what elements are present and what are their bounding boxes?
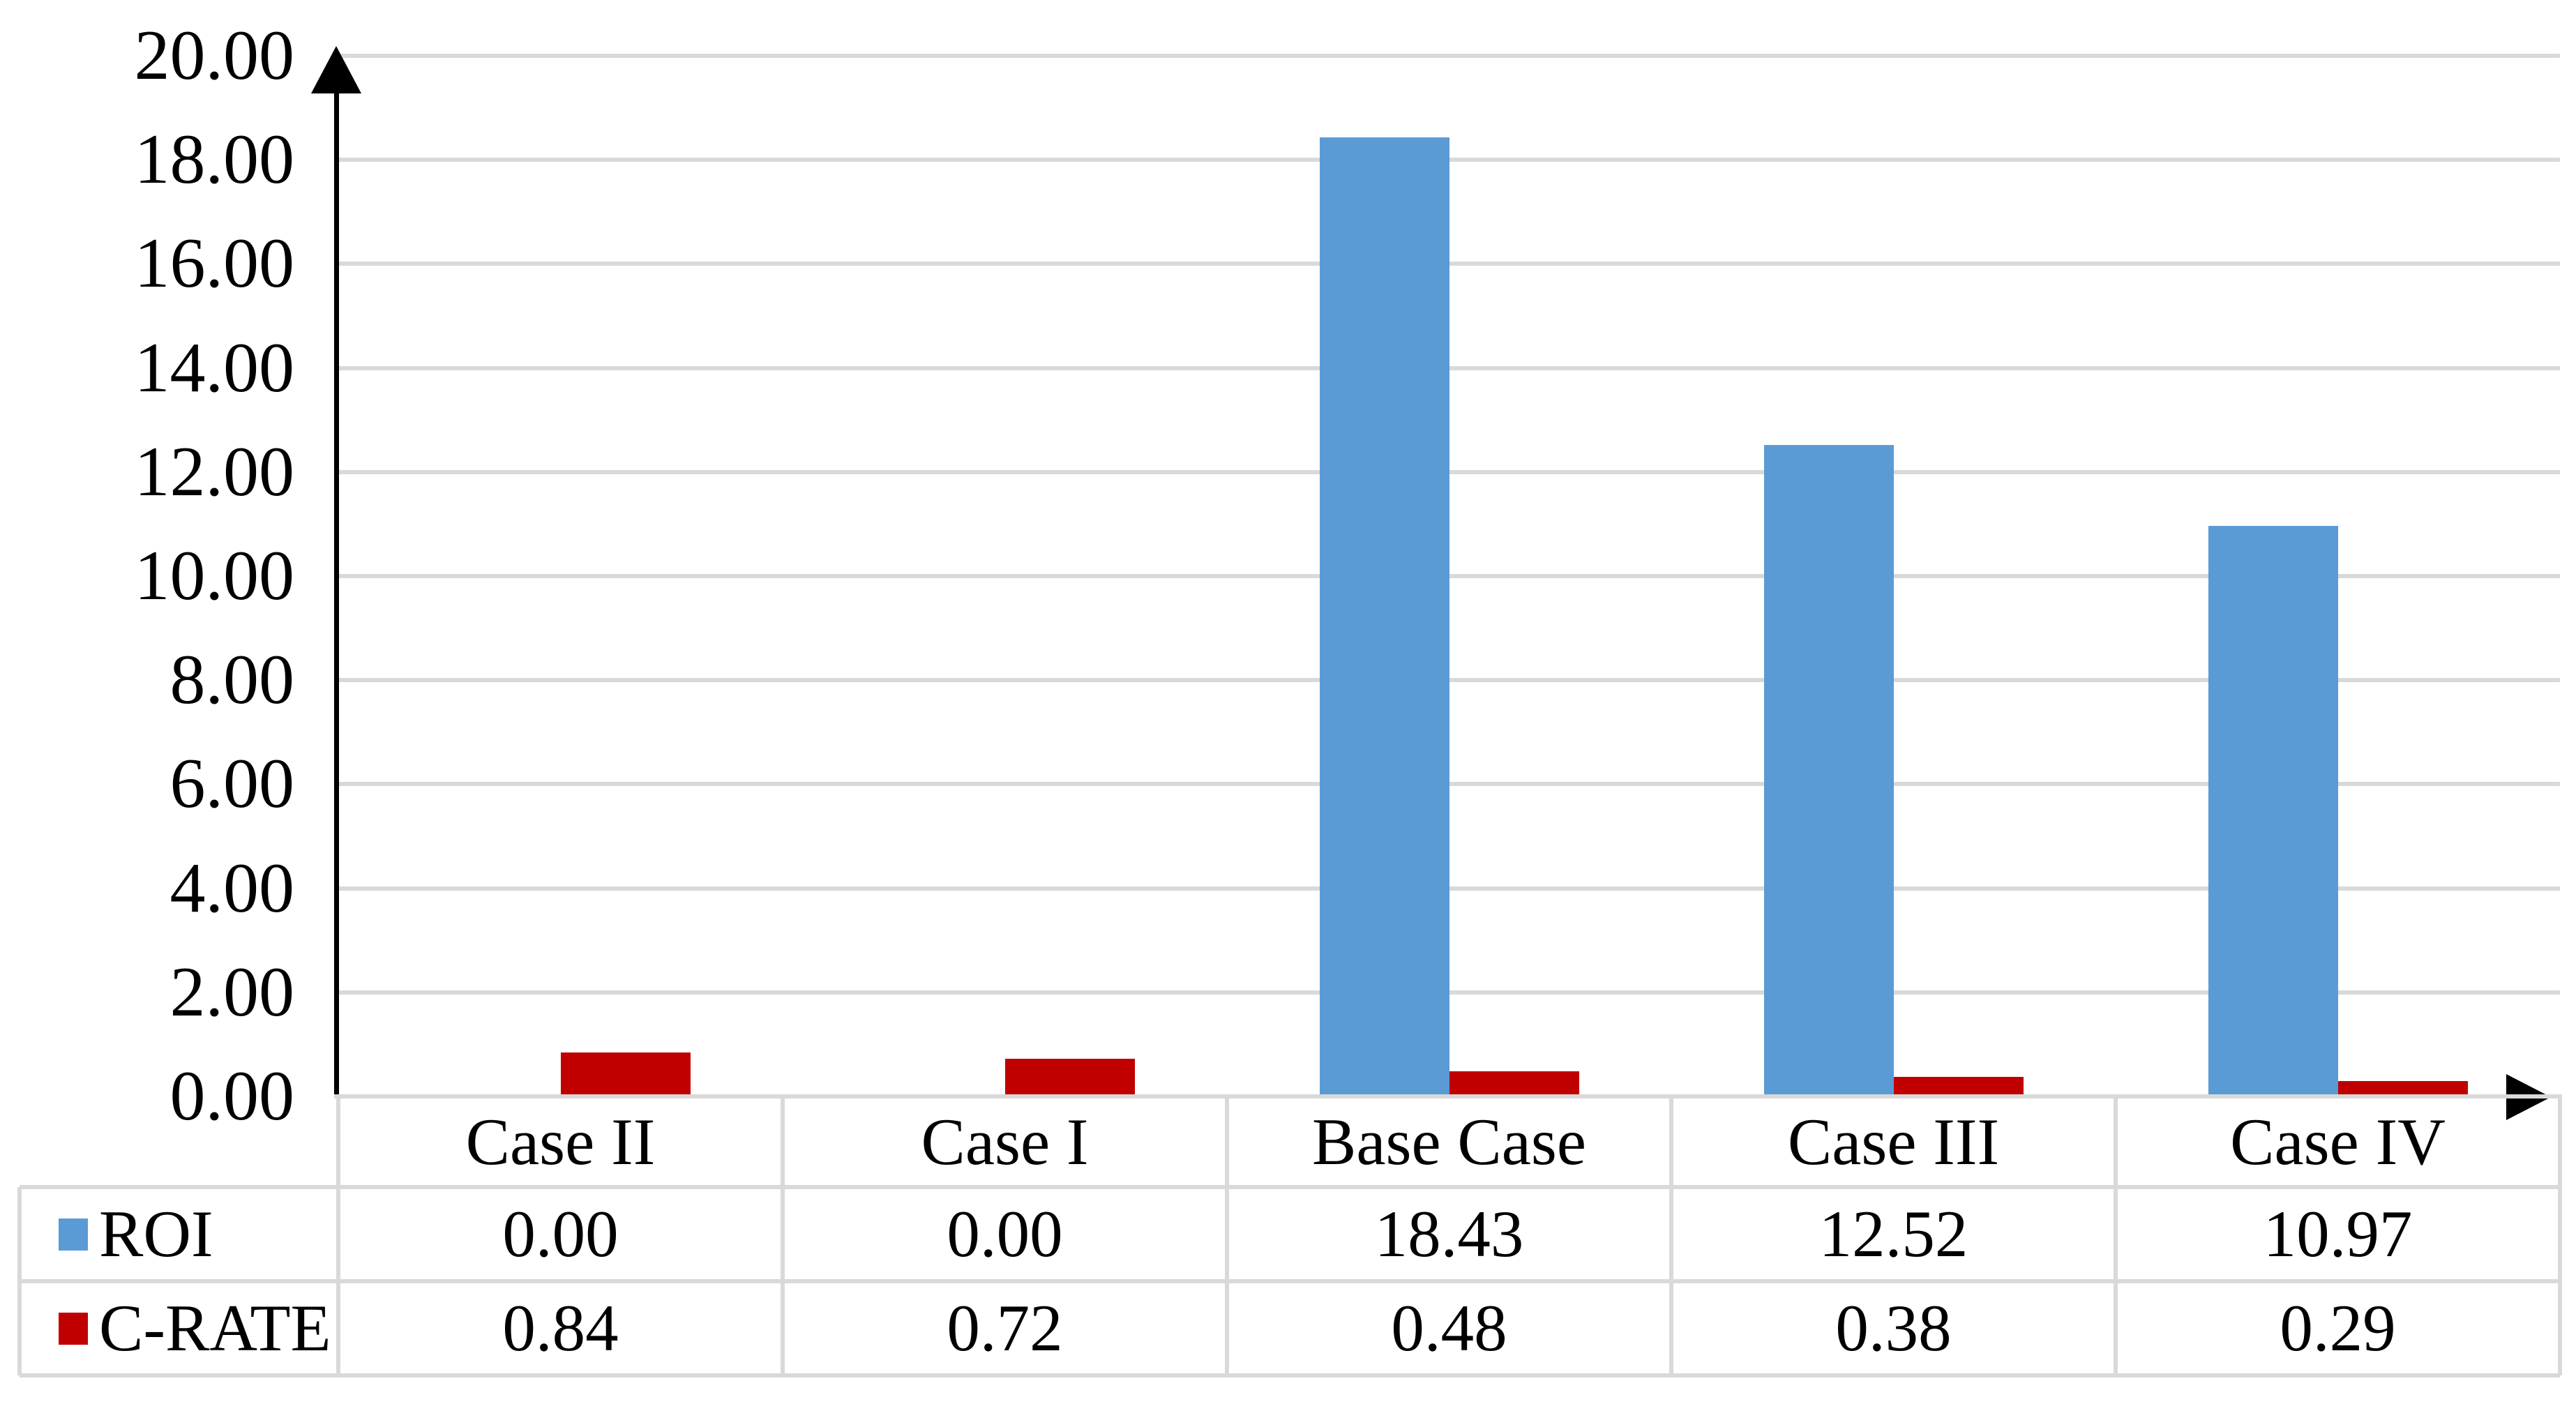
y-tick-label-20-00: 20.00 (134, 16, 295, 95)
table-value-c-rate-case-i: 0.72 (947, 1291, 1063, 1365)
table-border-h-2 (20, 1279, 2560, 1283)
roi-legend-label: ROI (99, 1197, 213, 1271)
table-value-c-rate-base-case: 0.48 (1391, 1291, 1507, 1365)
gridline-20 (336, 54, 2560, 58)
table-value-roi-case-iv: 10.97 (2263, 1197, 2413, 1271)
bar-roi-case-iv (2208, 526, 2338, 1096)
y-tick-label-18-00: 18.00 (134, 120, 295, 199)
category-header-case-ii: Case II (465, 1105, 656, 1179)
table-border-legend-left (17, 1187, 22, 1375)
c-rate-legend-label: C-RATE (99, 1291, 331, 1365)
category-header-case-iv: Case IV (2230, 1105, 2446, 1179)
table-border-v-4 (2114, 1096, 2118, 1375)
table-value-c-rate-case-iv: 0.29 (2280, 1291, 2396, 1365)
table-border-v-5 (2558, 1096, 2562, 1375)
y-tick-label-12-00: 12.00 (134, 432, 295, 511)
table-border-v-3 (1669, 1096, 1673, 1375)
y-axis-line (334, 77, 339, 1096)
table-border-top (334, 1094, 2562, 1099)
y-tick-label-6-00: 6.00 (170, 744, 295, 824)
table-border-v-1 (781, 1096, 785, 1375)
bar-c-rate-case-ii (560, 1052, 691, 1096)
bar-roi-case-iii (1763, 445, 1894, 1096)
table-value-roi-base-case: 18.43 (1374, 1197, 1524, 1271)
table-border-v-0 (336, 1096, 340, 1375)
y-tick-label-8-00: 8.00 (170, 640, 295, 720)
y-tick-label-2-00: 2.00 (170, 952, 295, 1032)
legend-item-c-rate: C-RATE (20, 1281, 338, 1375)
bar-roi-base-case (1319, 137, 1449, 1096)
legend-item-roi: ROI (20, 1187, 338, 1281)
table-value-c-rate-case-ii: 0.84 (502, 1291, 619, 1365)
y-tick-label-10-00: 10.00 (134, 536, 295, 615)
bar-c-rate-case-iii (1893, 1077, 2024, 1096)
y-tick-label-0-00: 0.00 (170, 1057, 295, 1135)
table-border-h-1 (20, 1185, 2560, 1189)
table-border-v-2 (1225, 1096, 1229, 1375)
table-value-roi-case-iii: 12.52 (1818, 1197, 1968, 1271)
y-tick-label-4-00: 4.00 (170, 848, 295, 928)
category-header-base-case: Base Case (1311, 1105, 1587, 1179)
c-rate-legend-swatch-icon (59, 1313, 88, 1345)
y-tick-label-16-00: 16.00 (134, 224, 295, 303)
bar-c-rate-case-iv (2337, 1081, 2468, 1096)
bar-c-rate-case-i (1004, 1059, 1135, 1096)
table-value-c-rate-case-iii: 0.38 (1835, 1291, 1952, 1365)
y-axis-arrow-icon (311, 46, 361, 93)
bar-c-rate-base-case (1449, 1071, 1579, 1096)
y-tick-label-14-00: 14.00 (134, 328, 295, 407)
table-value-roi-case-ii: 0.00 (502, 1197, 619, 1271)
category-header-case-i: Case I (921, 1105, 1089, 1179)
category-header-case-iii: Case III (1787, 1105, 2000, 1179)
table-value-roi-case-i: 0.00 (947, 1197, 1063, 1271)
roi-legend-swatch-icon (59, 1218, 88, 1251)
table-border-h-3 (20, 1373, 2560, 1377)
